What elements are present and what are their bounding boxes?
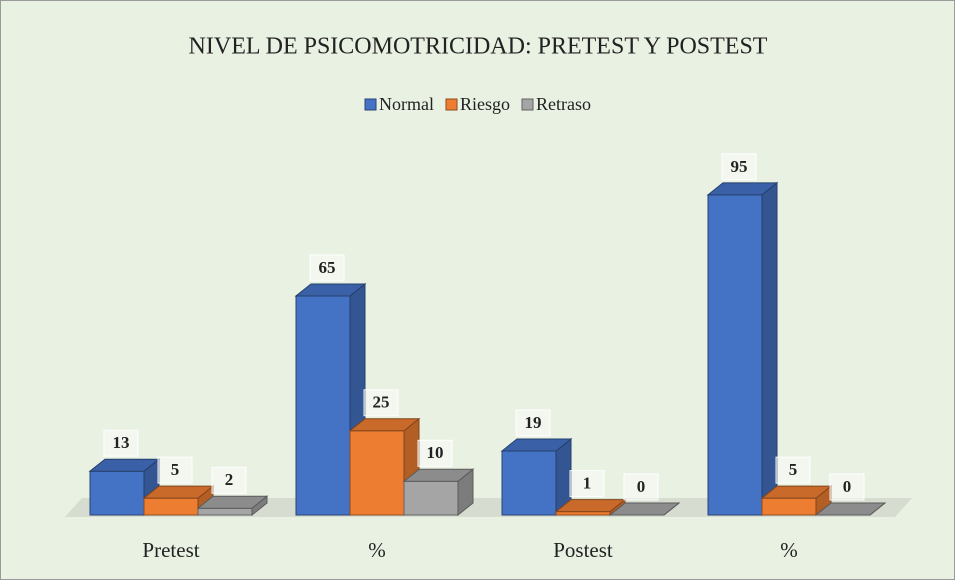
bar-top	[402, 468, 475, 482]
bar-side	[761, 181, 778, 517]
legend-label: Riesgo	[460, 94, 510, 114]
data-label: 10	[427, 443, 444, 462]
data-label-box	[417, 439, 453, 467]
bar-top	[706, 182, 779, 196]
data-label-box	[569, 470, 605, 498]
floor	[65, 498, 912, 517]
bar-top	[142, 485, 215, 499]
data-label-box	[103, 429, 139, 457]
x-tick-label: %	[780, 538, 798, 562]
bar-top	[814, 502, 887, 516]
bar-top	[500, 438, 573, 452]
data-label-box	[211, 466, 247, 494]
data-label-box	[363, 389, 399, 417]
bar	[501, 450, 557, 516]
bar	[555, 511, 611, 516]
data-label: 13	[113, 433, 130, 452]
bar	[89, 470, 145, 516]
chart-title: NIVEL DE PSICOMOTRICIDAD: PRETEST Y POST…	[189, 34, 768, 60]
legend-label: Retraso	[536, 94, 591, 114]
data-label: 5	[789, 460, 798, 479]
data-label-box	[309, 254, 345, 282]
bar	[403, 480, 459, 516]
data-label: 0	[637, 477, 646, 496]
data-label-box	[157, 456, 193, 484]
bar-top	[760, 485, 833, 499]
bar-top	[88, 458, 161, 472]
legend-swatch	[445, 98, 458, 111]
legend-swatch	[521, 98, 534, 111]
x-tick-label: Pretest	[142, 538, 199, 562]
data-label: 0	[843, 477, 852, 496]
x-tick-label: %	[368, 538, 386, 562]
data-label: 2	[225, 470, 234, 489]
data-label: 19	[525, 413, 542, 432]
legend-label: Normal	[379, 94, 434, 114]
data-label: 25	[373, 393, 390, 412]
data-label-box	[775, 456, 811, 484]
data-label-box	[515, 409, 551, 437]
legend-swatch	[364, 98, 377, 111]
data-label: 1	[583, 474, 592, 493]
x-tick-label: Postest	[553, 538, 613, 562]
legend: Normal Riesgo Retraso	[364, 94, 591, 114]
bar	[761, 497, 817, 516]
bar	[349, 430, 405, 516]
bar-top	[348, 418, 421, 432]
bar-top	[608, 502, 681, 516]
data-label-box	[623, 473, 659, 501]
data-label: 5	[171, 460, 180, 479]
bar	[143, 497, 199, 516]
data-label-box	[721, 153, 757, 181]
bar-top	[294, 283, 367, 297]
bar	[707, 194, 763, 516]
data-label: 95	[731, 157, 748, 176]
data-label-box	[829, 473, 865, 501]
bar-top	[196, 495, 269, 509]
data-label: 65	[319, 258, 336, 277]
bar	[295, 295, 351, 516]
bar	[197, 507, 253, 516]
